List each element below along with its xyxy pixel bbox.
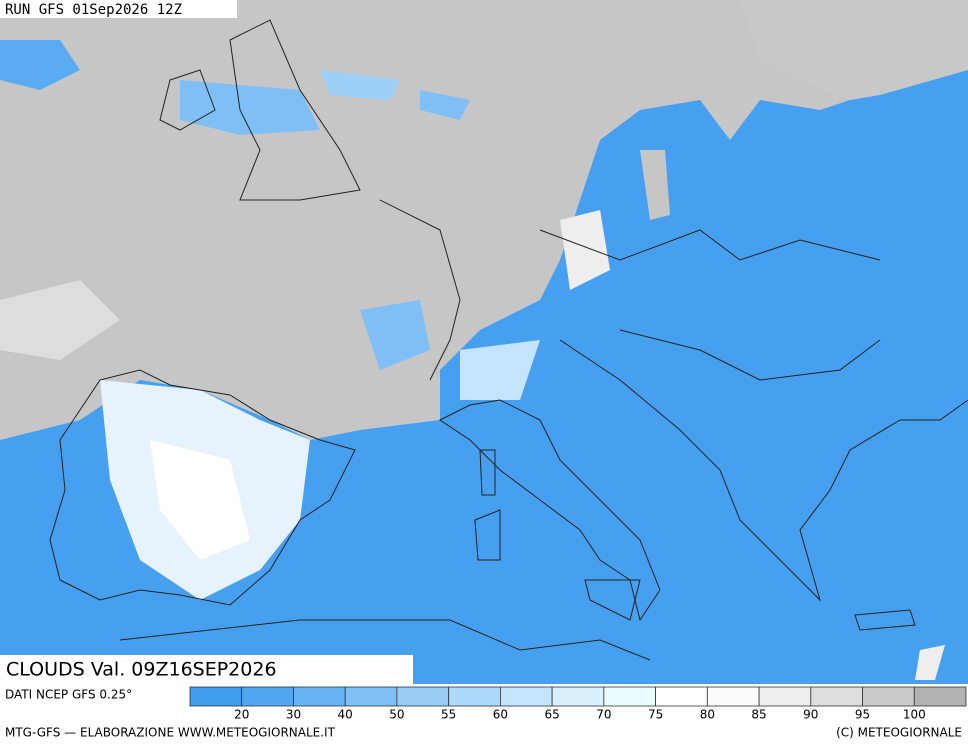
colorbar-box xyxy=(603,686,656,707)
colorbar-box xyxy=(189,686,243,707)
colorbar-label: 75 xyxy=(648,708,663,722)
colorbar-box xyxy=(862,686,915,707)
credit-label: MTG-GFS — ELABORAZIONE WWW.METEOGIORNALE… xyxy=(5,726,336,740)
colorbar-label: 95 xyxy=(855,708,870,722)
colorbar-box xyxy=(655,686,708,707)
colorbar-box xyxy=(241,686,294,707)
colorbar-label: 80 xyxy=(700,708,715,722)
colorbar-box xyxy=(293,686,346,707)
colorbar-box xyxy=(551,686,605,707)
colorbar-box xyxy=(810,686,863,707)
caption-box xyxy=(0,655,413,684)
run-box xyxy=(0,0,237,18)
run-label: RUN GFS 01Sep2026 12Z xyxy=(5,2,182,18)
copyright-label: (C) METEOGIORNALE xyxy=(836,726,962,740)
colorbar-box xyxy=(913,686,967,707)
colorbar-label: 60 xyxy=(493,708,508,722)
colorbar-label: 70 xyxy=(596,708,611,722)
colorbar-box xyxy=(499,686,553,707)
source-label: DATI NCEP GFS 0.25° xyxy=(5,688,132,702)
colorbar-label: 50 xyxy=(389,708,404,722)
colorbar-label: 30 xyxy=(286,708,301,722)
colorbar: 20 30 40 50 55 60 65 70 75 80 85 90 95 100 xyxy=(189,686,967,722)
colorbar-box xyxy=(758,686,812,707)
colorbar-box xyxy=(448,686,501,707)
field-label: CLOUDS Val. 09Z16SEP2026 xyxy=(6,659,277,681)
colorbar-label: 65 xyxy=(544,708,559,722)
colorbar-label: 55 xyxy=(441,708,456,722)
cloud-cover xyxy=(0,0,968,680)
colorbar-label: 40 xyxy=(338,708,353,722)
colorbar-label: 85 xyxy=(751,708,766,722)
colorbar-label: 90 xyxy=(803,708,818,722)
colorbar-box xyxy=(344,686,398,707)
colorbar-box xyxy=(396,686,450,707)
colorbar-box xyxy=(706,686,760,707)
coastlines xyxy=(49,19,968,661)
colorbar-label: 100 xyxy=(903,708,926,722)
colorbar-label: 20 xyxy=(234,708,249,722)
